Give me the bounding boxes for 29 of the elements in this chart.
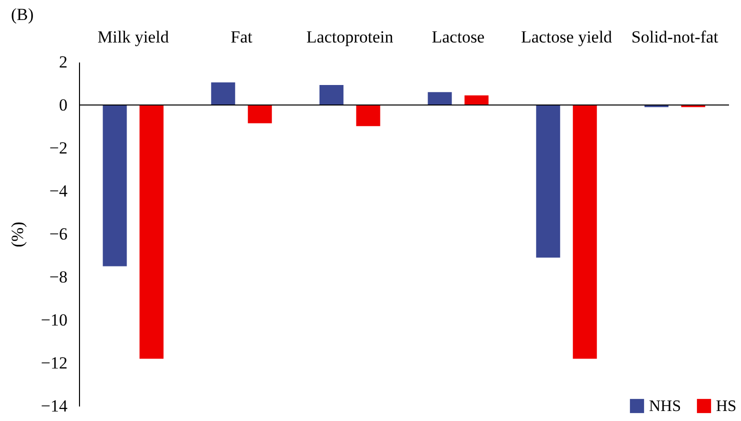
- y-tick-label: −8: [49, 268, 68, 286]
- y-tick-label: −4: [49, 182, 68, 200]
- bar: [319, 85, 344, 105]
- bar: [572, 105, 597, 359]
- y-tick-label: 0: [59, 96, 68, 114]
- bar: [140, 105, 164, 359]
- legend-label: HS: [716, 398, 736, 415]
- x-tick-label: Lactose yield: [520, 28, 613, 46]
- bar: [211, 82, 236, 105]
- x-tick-label: Lactoprotein: [306, 28, 394, 46]
- chart-title: (B): [11, 5, 34, 24]
- bar: [428, 92, 452, 105]
- bar: [102, 105, 127, 266]
- bar: [356, 105, 380, 126]
- y-tick-label: −2: [49, 138, 68, 158]
- x-tick-label: Milk yield: [98, 28, 170, 46]
- y-tick-label: 2: [59, 52, 68, 72]
- y-tick-label: −12: [40, 354, 68, 372]
- x-tick-label: Solid-not-fat: [631, 28, 719, 46]
- bar: [464, 95, 489, 105]
- x-tick-label: Lactose: [432, 28, 485, 46]
- y-tick-label: −6: [49, 224, 68, 244]
- x-tick-label: Fat: [230, 28, 253, 46]
- bar: [536, 105, 560, 258]
- bar: [248, 105, 272, 124]
- y-tick-label: −10: [40, 310, 68, 330]
- legend-label: NHS: [649, 398, 682, 415]
- y-axis-title: (%): [8, 222, 27, 248]
- y-tick-label: −14: [40, 396, 68, 416]
